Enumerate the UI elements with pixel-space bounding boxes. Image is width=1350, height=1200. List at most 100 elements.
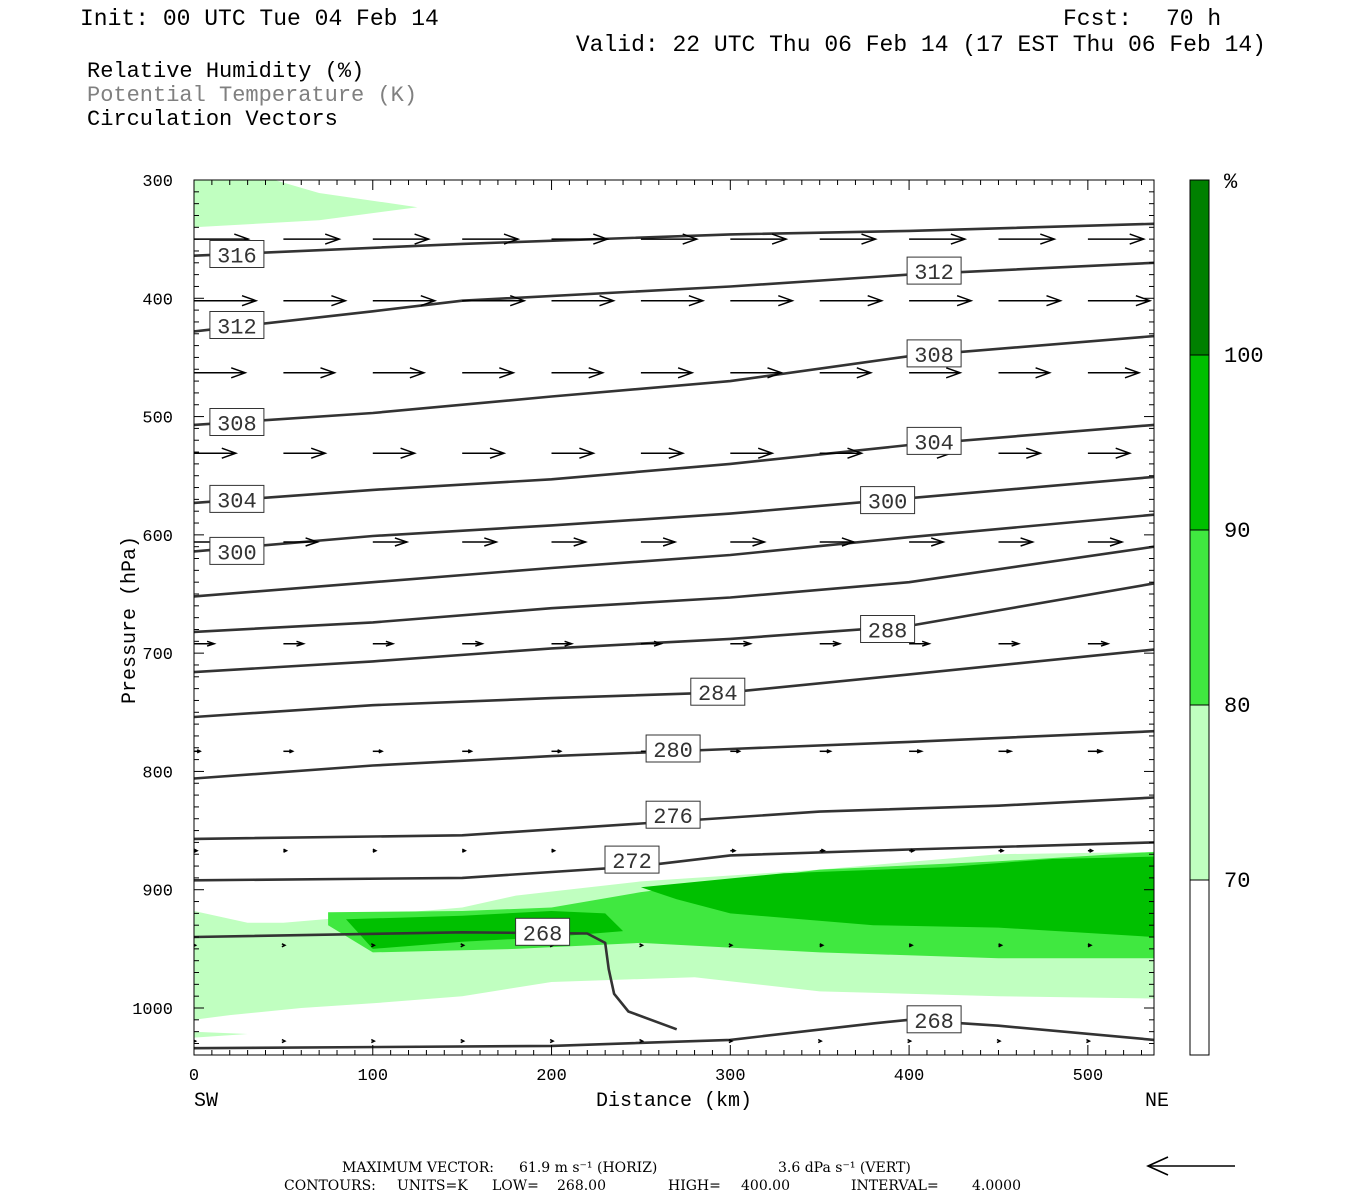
- circulation-vector: [1087, 848, 1095, 853]
- circulation-vector: [283, 233, 342, 245]
- circulation-vector: [1087, 294, 1153, 307]
- circulation-vector: [462, 233, 521, 245]
- y-axis-label: Pressure (hPa): [119, 536, 142, 704]
- circulation-vector: [998, 233, 1057, 245]
- circulation-vector: [819, 848, 826, 853]
- circulation-vector: [909, 294, 974, 307]
- circulation-vector: [640, 233, 699, 245]
- colorbar-segment: [1189, 529, 1210, 706]
- circulation-vector: [372, 233, 431, 245]
- circulation-vector: [1087, 537, 1125, 547]
- svg-text:280: 280: [653, 739, 693, 764]
- circulation-vector: [907, 1038, 913, 1044]
- circulation-vector: [372, 640, 396, 647]
- circulation-vector: [194, 749, 202, 754]
- circulation-vector: [817, 1038, 823, 1044]
- circulation-vector: [460, 1038, 466, 1044]
- circulation-vector: [370, 1038, 376, 1044]
- circulation-vector: [998, 294, 1063, 307]
- contour-label-304: 304: [906, 426, 962, 456]
- circulation-vector: [462, 537, 499, 547]
- circulation-vector: [551, 537, 588, 547]
- circulation-vector: [283, 848, 289, 853]
- circulation-vector: [370, 943, 376, 948]
- circulation-vector: [551, 294, 616, 307]
- circulation-vector: [194, 848, 199, 853]
- circulation-vector: [730, 749, 742, 754]
- circulation-vector: [998, 537, 1035, 547]
- svg-text:268: 268: [523, 922, 563, 947]
- y-tick-label: 600: [142, 528, 173, 547]
- legend-potential-temperature: Potential Temperature (K): [87, 83, 417, 108]
- contour-label-312: 312: [906, 256, 962, 286]
- contour-label-280: 280: [645, 734, 701, 764]
- circulation-vector: [819, 640, 843, 647]
- svg-text:304: 304: [217, 489, 257, 514]
- circulation-vector: [819, 943, 825, 948]
- theta-contour-276: [194, 796, 1154, 841]
- circulation-vector: [1087, 367, 1142, 379]
- svg-text:288: 288: [868, 620, 908, 645]
- circulation-vector: [909, 848, 916, 853]
- circulation-vector: [819, 233, 878, 245]
- circulation-vector: [728, 943, 734, 948]
- rh-region-70-80: [194, 1031, 248, 1038]
- circulation-vector: [372, 294, 438, 307]
- circulation-vector: [283, 294, 348, 307]
- max-vector-horizontal: 61.9 m s⁻¹ (HORIZ): [519, 1160, 657, 1176]
- contours-low-value: 268.00: [557, 1178, 606, 1194]
- circulation-vector: [1086, 1038, 1092, 1044]
- circulation-vector: [819, 537, 857, 547]
- circulation-vector: [998, 943, 1004, 948]
- circulation-vector: [194, 294, 259, 307]
- svg-text:268: 268: [914, 1010, 954, 1035]
- circulation-vector: [194, 640, 217, 647]
- colorbar-level-label: 80: [1224, 694, 1250, 719]
- y-tick-label: 800: [142, 764, 173, 783]
- circulation-vector: [640, 640, 664, 647]
- theta-contour-268: [194, 930, 678, 1031]
- circulation-vector: [283, 367, 337, 379]
- circulation-vector: [462, 294, 527, 307]
- circulation-vector: [1087, 447, 1132, 459]
- circulation-vector: [551, 848, 557, 853]
- circulation-vector: [283, 749, 295, 754]
- circulation-vectors: [194, 233, 1153, 1044]
- max-vector-vertical: 3.6 dPa s⁻¹ (VERT): [778, 1160, 911, 1176]
- circulation-vector: [639, 1038, 645, 1044]
- contour-label-276: 276: [645, 800, 701, 830]
- contour-label-304: 304: [209, 484, 265, 514]
- max-vector-label: MAXIMUM VECTOR:: [342, 1160, 494, 1176]
- contour-label-268: 268: [906, 1005, 962, 1035]
- contours-interval-value: 4.0000: [972, 1178, 1021, 1194]
- circulation-vector: [281, 1038, 287, 1044]
- circulation-vector: [730, 640, 753, 647]
- theta-contour-304: [194, 423, 1154, 505]
- forecast-hours: 70 h: [1166, 6, 1221, 32]
- circulation-vector: [640, 294, 706, 307]
- x-end-label-ne: NE: [1145, 1090, 1169, 1113]
- contours-units: UNITS=K: [397, 1178, 468, 1194]
- colorbar: 70 80 90 100: [1189, 179, 1264, 1056]
- contour-label-316: 316: [209, 240, 265, 270]
- colorbar-segment: [1189, 879, 1210, 1056]
- circulation-vector: [639, 943, 645, 948]
- y-tick-label: 1000: [132, 1001, 173, 1020]
- circulation-vector: [998, 848, 1005, 853]
- circulation-vector: [909, 640, 932, 647]
- x-tick-label: 300: [715, 1067, 746, 1086]
- svg-text:312: 312: [914, 261, 954, 286]
- axis-ticks: [193, 179, 1154, 1055]
- theta-contour-284: [194, 648, 1154, 719]
- circulation-vector: [640, 367, 695, 379]
- contour-label-288: 288: [860, 615, 916, 645]
- y-tick-label: 400: [142, 291, 173, 310]
- colorbar-level-label: 100: [1224, 344, 1264, 369]
- contour-label-308: 308: [209, 408, 265, 438]
- circulation-vector: [194, 367, 248, 379]
- circulation-vector: [551, 233, 610, 245]
- colorbar-unit: %: [1224, 170, 1238, 195]
- circulation-vector: [372, 447, 417, 459]
- theta-contour-308: [194, 334, 1154, 427]
- circulation-vector: [283, 537, 320, 547]
